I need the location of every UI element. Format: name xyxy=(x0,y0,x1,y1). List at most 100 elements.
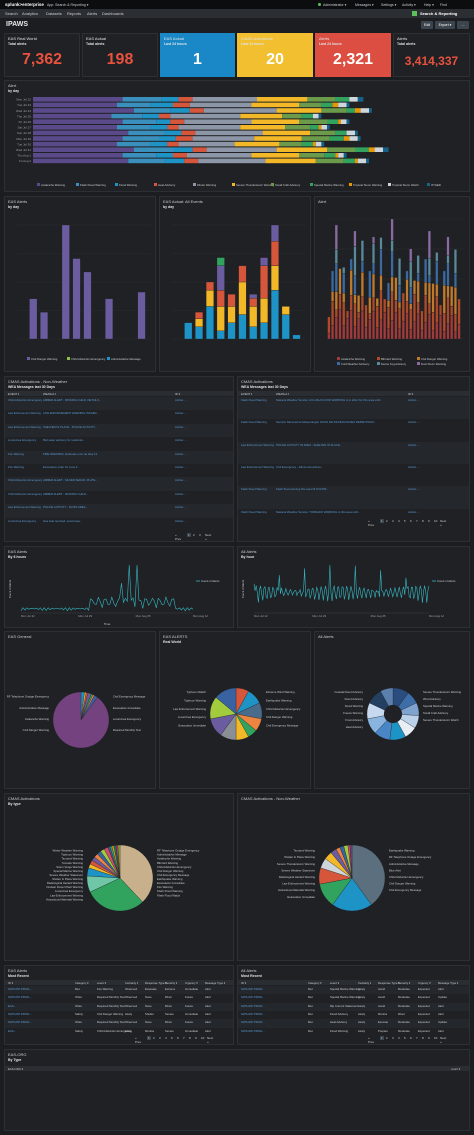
bar[interactable] xyxy=(386,282,390,301)
pager-link[interactable]: 7 xyxy=(416,519,418,523)
column-header[interactable]: Response Type ▾ xyxy=(145,981,167,985)
bar[interactable] xyxy=(394,312,398,340)
bar-segment[interactable] xyxy=(170,108,190,113)
bar[interactable] xyxy=(375,306,379,328)
bar[interactable] xyxy=(416,302,420,315)
bar[interactable] xyxy=(260,322,269,340)
bar-segment[interactable] xyxy=(299,102,322,108)
pager-link[interactable]: 9 xyxy=(428,519,430,523)
bar-segment[interactable] xyxy=(117,141,151,147)
bar[interactable] xyxy=(327,332,331,340)
pager-link[interactable]: 6 xyxy=(410,1036,412,1040)
bar-segment[interactable] xyxy=(192,147,207,152)
bar[interactable] xyxy=(450,286,454,307)
column-header[interactable]: EVENT ▾ xyxy=(8,392,20,396)
bar[interactable] xyxy=(342,302,346,327)
legend-label[interactable]: Flash Flood Warning xyxy=(80,183,106,187)
bar[interactable] xyxy=(405,301,409,314)
bar-segment[interactable] xyxy=(164,158,185,164)
pager-link[interactable]: 4 xyxy=(398,1036,400,1040)
bar[interactable] xyxy=(334,249,338,264)
bar-segment[interactable] xyxy=(346,130,355,136)
bar-segment[interactable] xyxy=(310,125,319,130)
bar[interactable] xyxy=(331,270,335,292)
bar[interactable] xyxy=(453,286,457,315)
bar[interactable] xyxy=(427,282,431,304)
bar[interactable] xyxy=(357,311,361,319)
bar[interactable] xyxy=(249,294,258,299)
bar-segment[interactable] xyxy=(265,158,316,164)
legend-label[interactable]: OTHER xyxy=(431,183,441,187)
bar[interactable] xyxy=(427,258,431,276)
bar-segment[interactable] xyxy=(33,119,123,124)
bar-segment[interactable] xyxy=(338,102,347,108)
legend-label[interactable]: Civil Danger Warning xyxy=(421,357,448,361)
bar-segment[interactable] xyxy=(346,108,355,113)
table-row[interactable]: NWS-IDP-PROD-... Met Fire Warning Observed E… xyxy=(5,986,233,995)
bar[interactable] xyxy=(435,261,439,285)
bar-segment[interactable] xyxy=(335,97,350,102)
bar[interactable] xyxy=(431,283,435,313)
bar-segment[interactable] xyxy=(318,113,322,119)
bar[interactable] xyxy=(446,297,450,324)
bar[interactable] xyxy=(353,230,357,247)
nav-dashboards[interactable]: Dashboards xyxy=(102,11,124,16)
bar[interactable] xyxy=(442,270,446,286)
series-line[interactable] xyxy=(20,564,194,612)
bar[interactable] xyxy=(409,303,413,310)
bar[interactable] xyxy=(394,300,398,313)
bar-segment[interactable] xyxy=(310,130,336,136)
bar[interactable] xyxy=(442,331,446,340)
bar[interactable] xyxy=(398,258,402,286)
column-header[interactable]: Urgency ▾ xyxy=(418,981,431,985)
pager-link[interactable]: 5 xyxy=(404,1036,406,1040)
bar-segment[interactable] xyxy=(167,125,179,130)
bar[interactable] xyxy=(439,314,442,340)
bar-segment[interactable] xyxy=(240,125,285,130)
legend-label[interactable]: Dense Fog Advisory xyxy=(381,362,407,366)
app-menu[interactable]: App: Search & Reporting ▾ xyxy=(47,2,89,7)
bar[interactable] xyxy=(334,224,338,250)
bar[interactable] xyxy=(409,329,413,340)
bar[interactable] xyxy=(227,294,236,307)
bar-segment[interactable] xyxy=(257,97,308,102)
legend-label[interactable]: Winter Warning xyxy=(197,183,217,187)
table-row[interactable]: Local Area Emergency Boil water advisory … xyxy=(5,437,233,451)
bar-segment[interactable] xyxy=(178,97,193,102)
bar-segment[interactable] xyxy=(369,147,375,152)
bar-segment[interactable] xyxy=(327,147,355,152)
pager-link[interactable]: « Prev xyxy=(368,519,375,527)
legend-label[interactable]: Count of Alerts xyxy=(437,579,456,583)
table-row[interactable]: NWS-IDP-PROD-... Met Flood Advisory Likely M… xyxy=(238,1011,469,1020)
bar[interactable] xyxy=(334,263,338,292)
settings-menu[interactable]: Settings ▾ xyxy=(381,2,397,7)
series-line[interactable] xyxy=(253,564,430,603)
pager-link[interactable]: Next » xyxy=(440,519,447,527)
bar[interactable] xyxy=(270,241,279,266)
column-header[interactable]: Response Type ▾ xyxy=(378,981,400,985)
bar-segment[interactable] xyxy=(324,153,336,158)
bar-segment[interactable] xyxy=(117,125,151,130)
bar[interactable] xyxy=(338,268,342,295)
bar[interactable] xyxy=(184,322,193,340)
bar[interactable] xyxy=(390,218,394,241)
bar[interactable] xyxy=(413,321,416,340)
bar[interactable] xyxy=(372,263,375,275)
bar-segment[interactable] xyxy=(33,136,123,141)
bar[interactable] xyxy=(349,258,353,271)
bar[interactable] xyxy=(331,291,335,302)
bar[interactable] xyxy=(450,306,454,316)
bar[interactable] xyxy=(420,310,424,331)
bar[interactable] xyxy=(338,294,342,310)
bar-segment[interactable] xyxy=(349,97,358,102)
table-row[interactable]: NWS-IDP-PROD-... Other Required Monthly Te… xyxy=(5,1019,233,1028)
bar-segment[interactable] xyxy=(254,136,302,141)
bar[interactable] xyxy=(353,326,357,340)
bar[interactable] xyxy=(260,265,269,299)
table-row[interactable]: Child Abduction Emergency AMBER ALERT - S… xyxy=(5,477,233,491)
table-row[interactable]: EAS-... Safety Child Abduction Emergency Li… xyxy=(5,1027,233,1036)
legend-label[interactable]: Avalanche Warning xyxy=(41,183,66,187)
bar-segment[interactable] xyxy=(234,141,280,147)
bar-segment[interactable] xyxy=(156,153,173,158)
bar[interactable] xyxy=(372,243,375,264)
